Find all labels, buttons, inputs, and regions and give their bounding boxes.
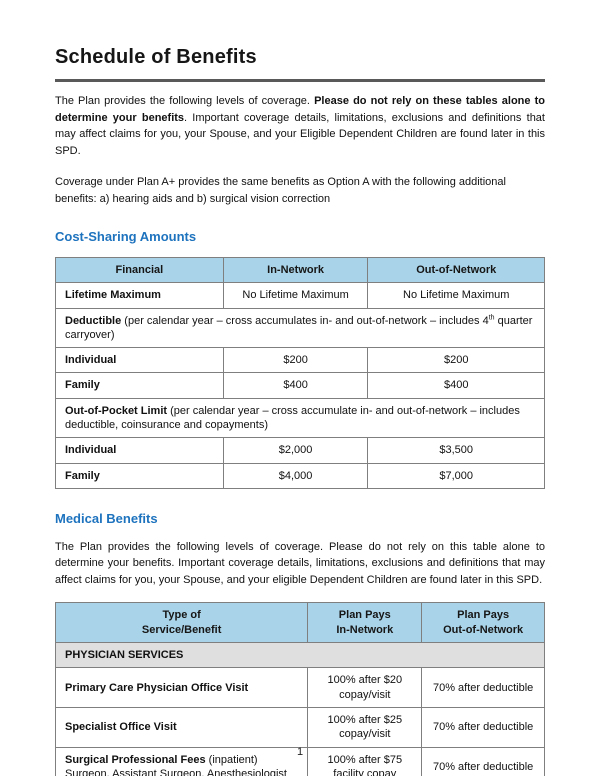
table-row-oop-family: Family $4,000 $7,000 bbox=[55, 462, 545, 489]
table-row-physician-services-section: PHYSICIAN SERVICES bbox=[55, 642, 545, 669]
table-row-deductible-description: Deductible (per calendar year – cross ac… bbox=[55, 307, 545, 349]
service-label-bold: Primary Care Physician Office Visit bbox=[65, 681, 249, 694]
deductible-lead: Deductible bbox=[65, 314, 122, 327]
table-row-deductible-family: Family $400 $400 bbox=[55, 372, 545, 399]
table-row-primary-care: Primary Care Physician Office Visit 100%… bbox=[54, 667, 545, 708]
out-network-value: $3,500 bbox=[367, 437, 545, 464]
header-plan-pays-in-network: Plan Pays In-Network bbox=[307, 602, 423, 644]
oop-description-cell: Out-of-Pocket Limit (per calendar year –… bbox=[55, 397, 545, 439]
out-network-value: 70% after deductible bbox=[421, 746, 545, 776]
header-financial: Financial bbox=[55, 256, 224, 284]
medical-header-row: Type of Service/Benefit Plan Pays In-Net… bbox=[54, 602, 545, 644]
page-title: Schedule of Benefits bbox=[55, 46, 545, 82]
intro-paragraph: The Plan provides the following levels o… bbox=[55, 93, 545, 159]
deductible-text-2: quarter carryover) bbox=[65, 314, 533, 341]
table-row-oop-description: Out-of-Pocket Limit (per calendar year –… bbox=[55, 397, 545, 439]
in-network-value: No Lifetime Maximum bbox=[222, 282, 369, 309]
row-label: Family bbox=[55, 372, 224, 399]
service-label-normal: (inpatient) bbox=[205, 753, 258, 766]
oop-text: (per calendar year – cross accumulate in… bbox=[65, 404, 520, 432]
table-row-surgical-fees: Surgical Professional Fees (inpatient) Su… bbox=[54, 746, 545, 776]
cost-sharing-table: Financial In-Network Out-of-Network Life… bbox=[55, 256, 545, 489]
out-network-value: 70% after deductible bbox=[421, 667, 545, 708]
medical-intro-paragraph: The Plan provides the following levels o… bbox=[55, 540, 545, 586]
in-network-value: $2,000 bbox=[222, 437, 369, 464]
intro-text-1: The Plan provides the following levels o… bbox=[55, 95, 315, 107]
deductible-superscript: th bbox=[488, 313, 495, 321]
row-label: Individual bbox=[55, 347, 224, 374]
in-network-value: 100% after $25 copay/visit bbox=[307, 706, 423, 748]
row-label: Lifetime Maximum bbox=[55, 282, 224, 309]
table-row-deductible-individual: Individual $200 $200 bbox=[55, 347, 545, 374]
service-label-line2: Surgeon, Assistant Surgeon, Anesthesiolo… bbox=[65, 767, 287, 776]
header-type-of-service: Type of Service/Benefit bbox=[54, 602, 309, 644]
medical-benefits-table: Type of Service/Benefit Plan Pays In-Net… bbox=[54, 602, 545, 776]
cost-sharing-header-row: Financial In-Network Out-of-Network bbox=[55, 256, 545, 284]
table-row-lifetime-maximum: Lifetime Maximum No Lifetime Maximum No … bbox=[55, 282, 545, 309]
header-plan-pays-out-of-network: Plan Pays Out-of-Network bbox=[421, 602, 545, 644]
deductible-description-cell: Deductible (per calendar year – cross ac… bbox=[55, 307, 545, 349]
service-label: Surgical Professional Fees (inpatient) Su… bbox=[54, 746, 309, 776]
in-network-value: $4,000 bbox=[222, 462, 369, 489]
service-label: Specialist Office Visit bbox=[54, 706, 309, 748]
in-network-value: 100% after $75 facility copay bbox=[307, 746, 423, 776]
header-out-of-network: Out-of-Network bbox=[367, 256, 545, 284]
table-row-oop-individual: Individual $2,000 $3,500 bbox=[55, 437, 545, 464]
page-number: 1 bbox=[296, 746, 304, 758]
cost-sharing-heading: Cost-Sharing Amounts bbox=[55, 229, 197, 244]
plan-a-plus-paragraph: Coverage under Plan A+ provides the same… bbox=[55, 176, 506, 205]
out-network-value: $400 bbox=[367, 372, 545, 399]
service-label-bold: Surgical Professional Fees bbox=[65, 753, 206, 766]
section-header-cell: PHYSICIAN SERVICES bbox=[55, 642, 545, 669]
in-network-value: $400 bbox=[222, 372, 369, 399]
out-network-value: $7,000 bbox=[367, 462, 545, 489]
out-network-value: $200 bbox=[367, 347, 545, 374]
deductible-text-1: (per calendar year – cross accumulates i… bbox=[121, 314, 489, 327]
medical-benefits-heading: Medical Benefits bbox=[55, 510, 158, 526]
service-label: Primary Care Physician Office Visit bbox=[54, 667, 309, 708]
service-label-bold: Specialist Office Visit bbox=[65, 721, 177, 734]
row-label: Family bbox=[55, 462, 224, 489]
oop-lead: Out-of-Pocket Limit bbox=[65, 404, 168, 417]
table-row-specialist: Specialist Office Visit 100% after $25 c… bbox=[54, 706, 545, 748]
in-network-value: 100% after $20 copay/visit bbox=[307, 667, 423, 708]
row-label: Individual bbox=[55, 437, 224, 464]
header-in-network: In-Network bbox=[222, 256, 369, 284]
intro-text-bold: Please do not rely on these tables alone… bbox=[55, 95, 545, 124]
out-network-value: No Lifetime Maximum bbox=[367, 282, 545, 309]
intro-text-2: . Important coverage details, limitation… bbox=[55, 111, 545, 157]
out-network-value: 70% after deductible bbox=[421, 706, 545, 748]
in-network-value: $200 bbox=[222, 347, 369, 374]
